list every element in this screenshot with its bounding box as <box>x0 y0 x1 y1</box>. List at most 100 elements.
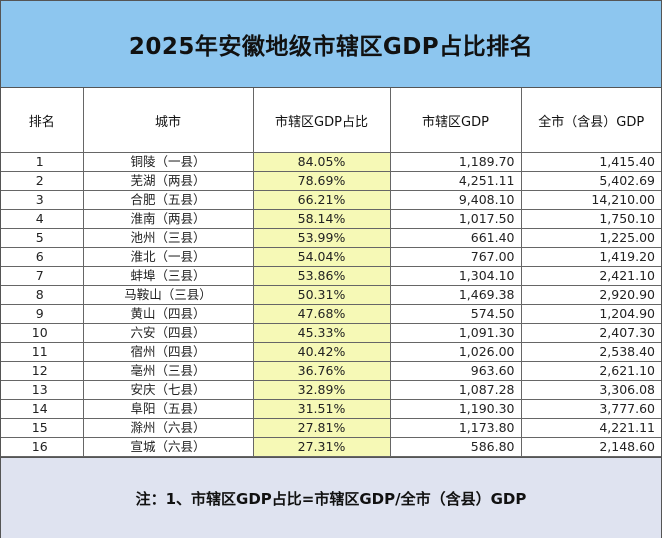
header-share: 市辖区GDP占比 <box>252 88 391 153</box>
ranking-table: 排名 城市 市辖区GDP占比 市辖区GDP 全市（含县）GDP 1 铜陵（一县） 8… <box>1 88 661 457</box>
total-gdp-cell: 1,225.00 <box>520 228 661 248</box>
share-cell: 78.69% <box>252 171 391 191</box>
rank-cell: 4 <box>1 209 84 229</box>
header-rank: 排名 <box>1 88 84 153</box>
city-cell: 六安（四县） <box>82 323 254 343</box>
share-cell: 27.31% <box>252 437 391 457</box>
share-cell: 54.04% <box>252 247 391 267</box>
rank-cell: 11 <box>1 342 84 362</box>
share-cell: 53.99% <box>252 228 391 248</box>
table-row: 5 池州（三县） 53.99% 661.40 1,225.00 <box>1 228 661 248</box>
share-cell: 53.86% <box>252 266 391 286</box>
share-cell: 47.68% <box>252 304 391 324</box>
total-gdp-cell: 14,210.00 <box>520 190 661 210</box>
table-row: 9 黄山（四县） 47.68% 574.50 1,204.90 <box>1 304 661 324</box>
district-gdp-cell: 1,026.00 <box>389 342 522 362</box>
rank-cell: 7 <box>1 266 84 286</box>
table-row: 7 蚌埠（三县） 53.86% 1,304.10 2,421.10 <box>1 266 661 286</box>
rank-cell: 6 <box>1 247 84 267</box>
district-gdp-cell: 1,304.10 <box>389 266 522 286</box>
city-cell: 宣城（六县） <box>82 437 254 457</box>
city-cell: 铜陵（一县） <box>82 152 254 172</box>
city-cell: 宿州（四县） <box>82 342 254 362</box>
table-row: 8 马鞍山（三县） 50.31% 1,469.38 2,920.90 <box>1 285 661 305</box>
district-gdp-cell: 1,190.30 <box>389 399 522 419</box>
district-gdp-cell: 586.80 <box>389 437 522 457</box>
city-cell: 合肥（五县） <box>82 190 254 210</box>
total-gdp-cell: 1,415.40 <box>520 152 661 172</box>
total-gdp-cell: 4,221.11 <box>520 418 661 438</box>
total-gdp-cell: 5,402.69 <box>520 171 661 191</box>
rank-cell: 16 <box>1 437 84 457</box>
city-cell: 池州（三县） <box>82 228 254 248</box>
district-gdp-cell: 767.00 <box>389 247 522 267</box>
table-row: 2 芜湖（两县） 78.69% 4,251.11 5,402.69 <box>1 171 661 191</box>
total-gdp-cell: 2,538.40 <box>520 342 661 362</box>
district-gdp-cell: 963.60 <box>389 361 522 381</box>
table-row: 14 阜阳（五县） 31.51% 1,190.30 3,777.60 <box>1 399 661 419</box>
city-cell: 黄山（四县） <box>82 304 254 324</box>
district-gdp-cell: 9,408.10 <box>389 190 522 210</box>
district-gdp-cell: 661.40 <box>389 228 522 248</box>
city-cell: 滁州（六县） <box>82 418 254 438</box>
city-cell: 马鞍山（三县） <box>82 285 254 305</box>
table-row: 11 宿州（四县） 40.42% 1,026.00 2,538.40 <box>1 342 661 362</box>
city-cell: 淮南（两县） <box>82 209 254 229</box>
page-title: 2025年安徽地级市辖区GDP占比排名 <box>1 1 661 88</box>
table-header-row: 排名 城市 市辖区GDP占比 市辖区GDP 全市（含县）GDP <box>1 88 661 153</box>
share-cell: 84.05% <box>252 152 391 172</box>
district-gdp-cell: 1,091.30 <box>389 323 522 343</box>
table-row: 3 合肥（五县） 66.21% 9,408.10 14,210.00 <box>1 190 661 210</box>
district-gdp-cell: 574.50 <box>389 304 522 324</box>
city-cell: 亳州（三县） <box>82 361 254 381</box>
share-cell: 66.21% <box>252 190 391 210</box>
city-cell: 安庆（七县） <box>82 380 254 400</box>
total-gdp-cell: 2,421.10 <box>520 266 661 286</box>
total-gdp-cell: 2,148.60 <box>520 437 661 457</box>
table-row: 1 铜陵（一县） 84.05% 1,189.70 1,415.40 <box>1 152 661 172</box>
table-row: 13 安庆（七县） 32.89% 1,087.28 3,306.08 <box>1 380 661 400</box>
footnote: 注：1、市辖区GDP占比=市辖区GDP/全市（含县）GDP <box>1 457 661 538</box>
table-row: 16 宣城（六县） 27.31% 586.80 2,148.60 <box>1 437 661 457</box>
rank-cell: 10 <box>1 323 84 343</box>
city-cell: 淮北（一县） <box>82 247 254 267</box>
district-gdp-cell: 1,087.28 <box>389 380 522 400</box>
district-gdp-cell: 4,251.11 <box>389 171 522 191</box>
city-cell: 阜阳（五县） <box>82 399 254 419</box>
share-cell: 27.81% <box>252 418 391 438</box>
total-gdp-cell: 2,920.90 <box>520 285 661 305</box>
rank-cell: 9 <box>1 304 84 324</box>
total-gdp-cell: 1,419.20 <box>520 247 661 267</box>
rank-cell: 15 <box>1 418 84 438</box>
rank-cell: 2 <box>1 171 84 191</box>
district-gdp-cell: 1,173.80 <box>389 418 522 438</box>
table-body: 1 铜陵（一县） 84.05% 1,189.70 1,415.40 2 芜湖（两县） 78.6… <box>1 152 661 457</box>
share-cell: 45.33% <box>252 323 391 343</box>
rank-cell: 3 <box>1 190 84 210</box>
rank-cell: 14 <box>1 399 84 419</box>
header-district-gdp: 市辖区GDP <box>389 88 522 153</box>
header-total-gdp: 全市（含县）GDP <box>520 88 661 153</box>
rank-cell: 8 <box>1 285 84 305</box>
share-cell: 32.89% <box>252 380 391 400</box>
total-gdp-cell: 2,621.10 <box>520 361 661 381</box>
district-gdp-cell: 1,469.38 <box>389 285 522 305</box>
share-cell: 50.31% <box>252 285 391 305</box>
table-row: 12 亳州（三县） 36.76% 963.60 2,621.10 <box>1 361 661 381</box>
share-cell: 40.42% <box>252 342 391 362</box>
rank-cell: 1 <box>1 152 84 172</box>
district-gdp-cell: 1,017.50 <box>389 209 522 229</box>
share-cell: 58.14% <box>252 209 391 229</box>
share-cell: 31.51% <box>252 399 391 419</box>
table-row: 15 滁州（六县） 27.81% 1,173.80 4,221.11 <box>1 418 661 438</box>
district-gdp-cell: 1,189.70 <box>389 152 522 172</box>
city-cell: 芜湖（两县） <box>82 171 254 191</box>
rank-cell: 12 <box>1 361 84 381</box>
rank-cell: 13 <box>1 380 84 400</box>
city-cell: 蚌埠（三县） <box>82 266 254 286</box>
total-gdp-cell: 2,407.30 <box>520 323 661 343</box>
share-cell: 36.76% <box>252 361 391 381</box>
total-gdp-cell: 3,777.60 <box>520 399 661 419</box>
total-gdp-cell: 1,204.90 <box>520 304 661 324</box>
